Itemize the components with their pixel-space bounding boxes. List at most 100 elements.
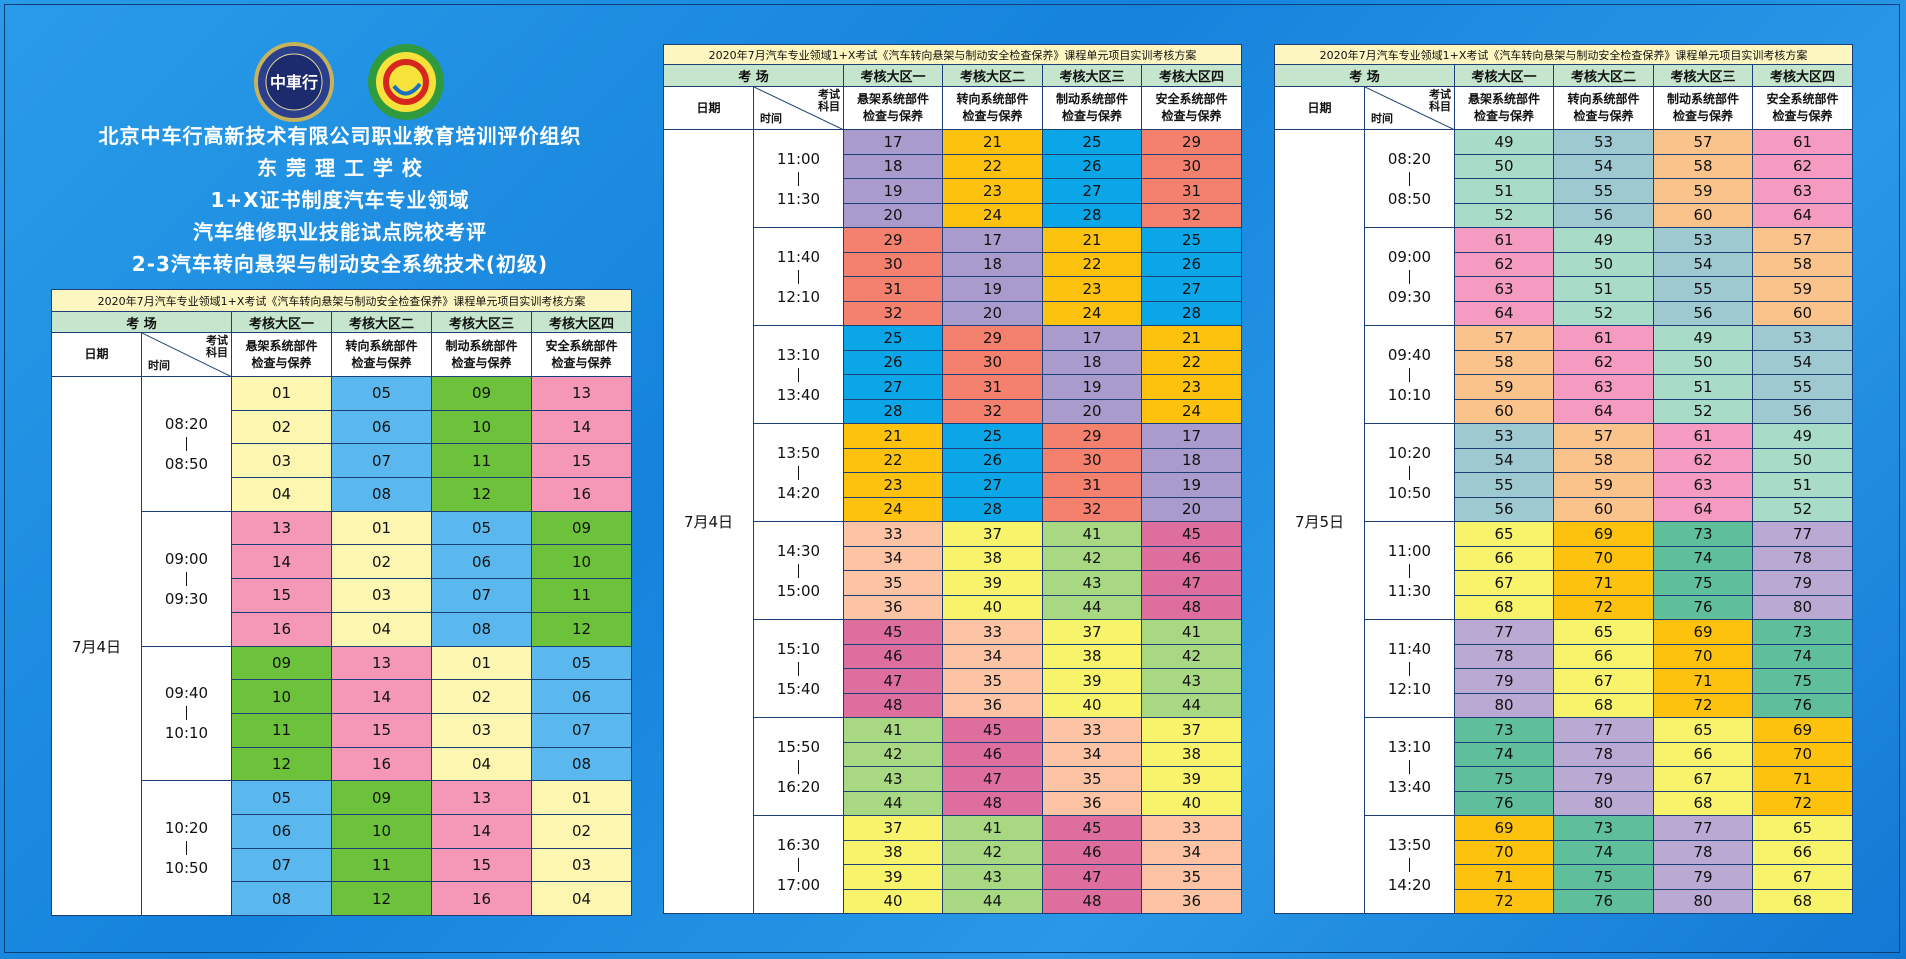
station-number: 42 <box>942 839 1043 865</box>
body-row: 76 80 68 72 <box>1275 790 1854 816</box>
station-number: 22 <box>1140 349 1243 375</box>
station-number: 11 <box>331 847 432 883</box>
station-number: 24 <box>942 202 1043 228</box>
station-number: 15 <box>530 443 633 479</box>
station-number: 17 <box>1042 325 1142 351</box>
time-cell: 11:00 11:30 <box>1364 521 1455 620</box>
station-number: 47 <box>942 766 1043 792</box>
station-number: 20 <box>1140 496 1243 522</box>
subject-header: 安全系统部件 检查与保养 <box>530 332 633 377</box>
subject-header: 悬架系统部件 检查与保养 <box>843 86 943 130</box>
tbody: 2020年7月汽车专业领域1+X考试《汽车转向悬架与制动安全检查保养》课程单元项… <box>662 44 1243 914</box>
area-label: 考 场 <box>1274 64 1455 87</box>
station-number: 59 <box>1553 472 1654 498</box>
station-number: 36 <box>942 692 1043 718</box>
station-number: 49 <box>1653 325 1753 351</box>
time-cell: 13:50 14:20 <box>1364 815 1455 914</box>
station-number: 43 <box>1042 570 1142 596</box>
station-number: 16 <box>431 881 532 916</box>
station-number: 46 <box>942 741 1043 767</box>
body-row: 16:30 17:00 37 41 45 33 <box>664 815 1243 914</box>
station-number: 22 <box>1042 251 1142 277</box>
station-number: 55 <box>1454 472 1554 498</box>
station-number: 33 <box>942 619 1043 645</box>
station-number: 14 <box>331 679 432 714</box>
station-number: 79 <box>1454 668 1554 694</box>
body-row: 72 76 80 68 <box>1275 888 1854 914</box>
logo-text: 中車行 <box>270 73 318 92</box>
time-separator <box>1409 661 1410 676</box>
time-start: 09:00 <box>164 549 209 568</box>
station-number: 02 <box>231 409 332 445</box>
subject-line: 检查与保养 <box>962 109 1023 123</box>
station-number: 12 <box>431 477 532 512</box>
station-number: 52 <box>1751 496 1854 522</box>
time-separator <box>1409 563 1410 578</box>
station-number: 20 <box>843 202 943 228</box>
station-number: 28 <box>942 496 1043 522</box>
station-number: 36 <box>843 594 943 620</box>
station-number: 29 <box>942 325 1043 351</box>
station-number: 67 <box>1653 766 1753 792</box>
time-separator <box>798 857 799 872</box>
station-number: 10 <box>231 679 332 714</box>
time-end: 10:10 <box>164 724 209 743</box>
station-number: 27 <box>843 374 943 400</box>
station-number: 33 <box>1042 717 1142 743</box>
station-number: 16 <box>331 746 432 782</box>
station-number: 59 <box>1653 178 1753 204</box>
subject-header: 悬架系统部件 检查与保养 <box>1454 86 1554 130</box>
station-number: 11 <box>431 443 532 479</box>
station-number: 74 <box>1751 643 1854 669</box>
station-number: 34 <box>843 545 943 571</box>
station-number: 52 <box>1653 398 1753 424</box>
body-row: 70 74 78 66 <box>1275 839 1854 865</box>
station-number: 24 <box>1042 300 1142 326</box>
station-number: 44 <box>1042 594 1142 620</box>
station-number: 46 <box>1042 839 1142 865</box>
subject-label: 考试 科目 <box>1429 89 1451 113</box>
station-number: 56 <box>1653 300 1753 326</box>
station-number: 05 <box>431 510 532 546</box>
subject-row: 日期 考试 科目 时间 悬架系统部件 检查与保养 转向系统部件 检查与保养 制动系统部件 检查与保… <box>663 86 1243 130</box>
station-number: 44 <box>942 888 1043 914</box>
body-row: 09:40 10:10 57 61 49 53 <box>1275 325 1854 424</box>
station-number: 79 <box>1751 570 1854 596</box>
station-number: 77 <box>1653 815 1753 841</box>
station-number: 39 <box>942 570 1043 596</box>
station-number: 12 <box>231 746 332 782</box>
station-number: 42 <box>1042 545 1142 571</box>
station-number: 62 <box>1553 349 1654 375</box>
area-row: 考 场考核大区一 考核大区二 考核大区三 考核大区四 <box>1274 64 1854 87</box>
time-separator <box>798 759 799 774</box>
subject-line: 检查与保养 <box>551 355 612 370</box>
station-number: 63 <box>1653 472 1753 498</box>
station-number: 50 <box>1454 153 1554 179</box>
subject-line: 悬架系统部件 <box>856 92 929 106</box>
subject-label: 考试 科目 <box>818 89 840 113</box>
station-number: 40 <box>1140 790 1243 816</box>
station-number: 05 <box>231 780 332 815</box>
station-number: 12 <box>530 611 633 647</box>
subject-line: 检查与保养 <box>351 355 412 370</box>
subject-header: 安全系统部件 检查与保养 <box>1751 86 1854 130</box>
station-number: 29 <box>1042 423 1142 449</box>
time-start: 09:00 <box>1387 247 1432 266</box>
body-row: 13:50 14:20 21 25 29 17 <box>664 423 1243 522</box>
station-number: 34 <box>1042 741 1142 767</box>
station-number: 21 <box>843 423 943 449</box>
station-number: 67 <box>1553 668 1654 694</box>
station-number: 38 <box>942 545 1043 571</box>
station-number: 69 <box>1553 521 1654 547</box>
time-label: 时间 <box>148 359 170 372</box>
body-row: 74 78 66 70 <box>1275 741 1854 767</box>
caption: 2020年7月汽车专业领域1+X考试《汽车转向悬架与制动安全检查保养》课程单元项… <box>1273 44 1854 65</box>
time-cell: 11:00 11:30 <box>753 129 844 228</box>
time-end: 10:50 <box>164 859 209 878</box>
station-number: 73 <box>1751 619 1854 645</box>
body-row: 40 44 48 36 <box>664 888 1243 914</box>
time-separator <box>1409 759 1410 774</box>
station-number: 73 <box>1653 521 1753 547</box>
subject-line: 检查与保养 <box>451 355 512 370</box>
